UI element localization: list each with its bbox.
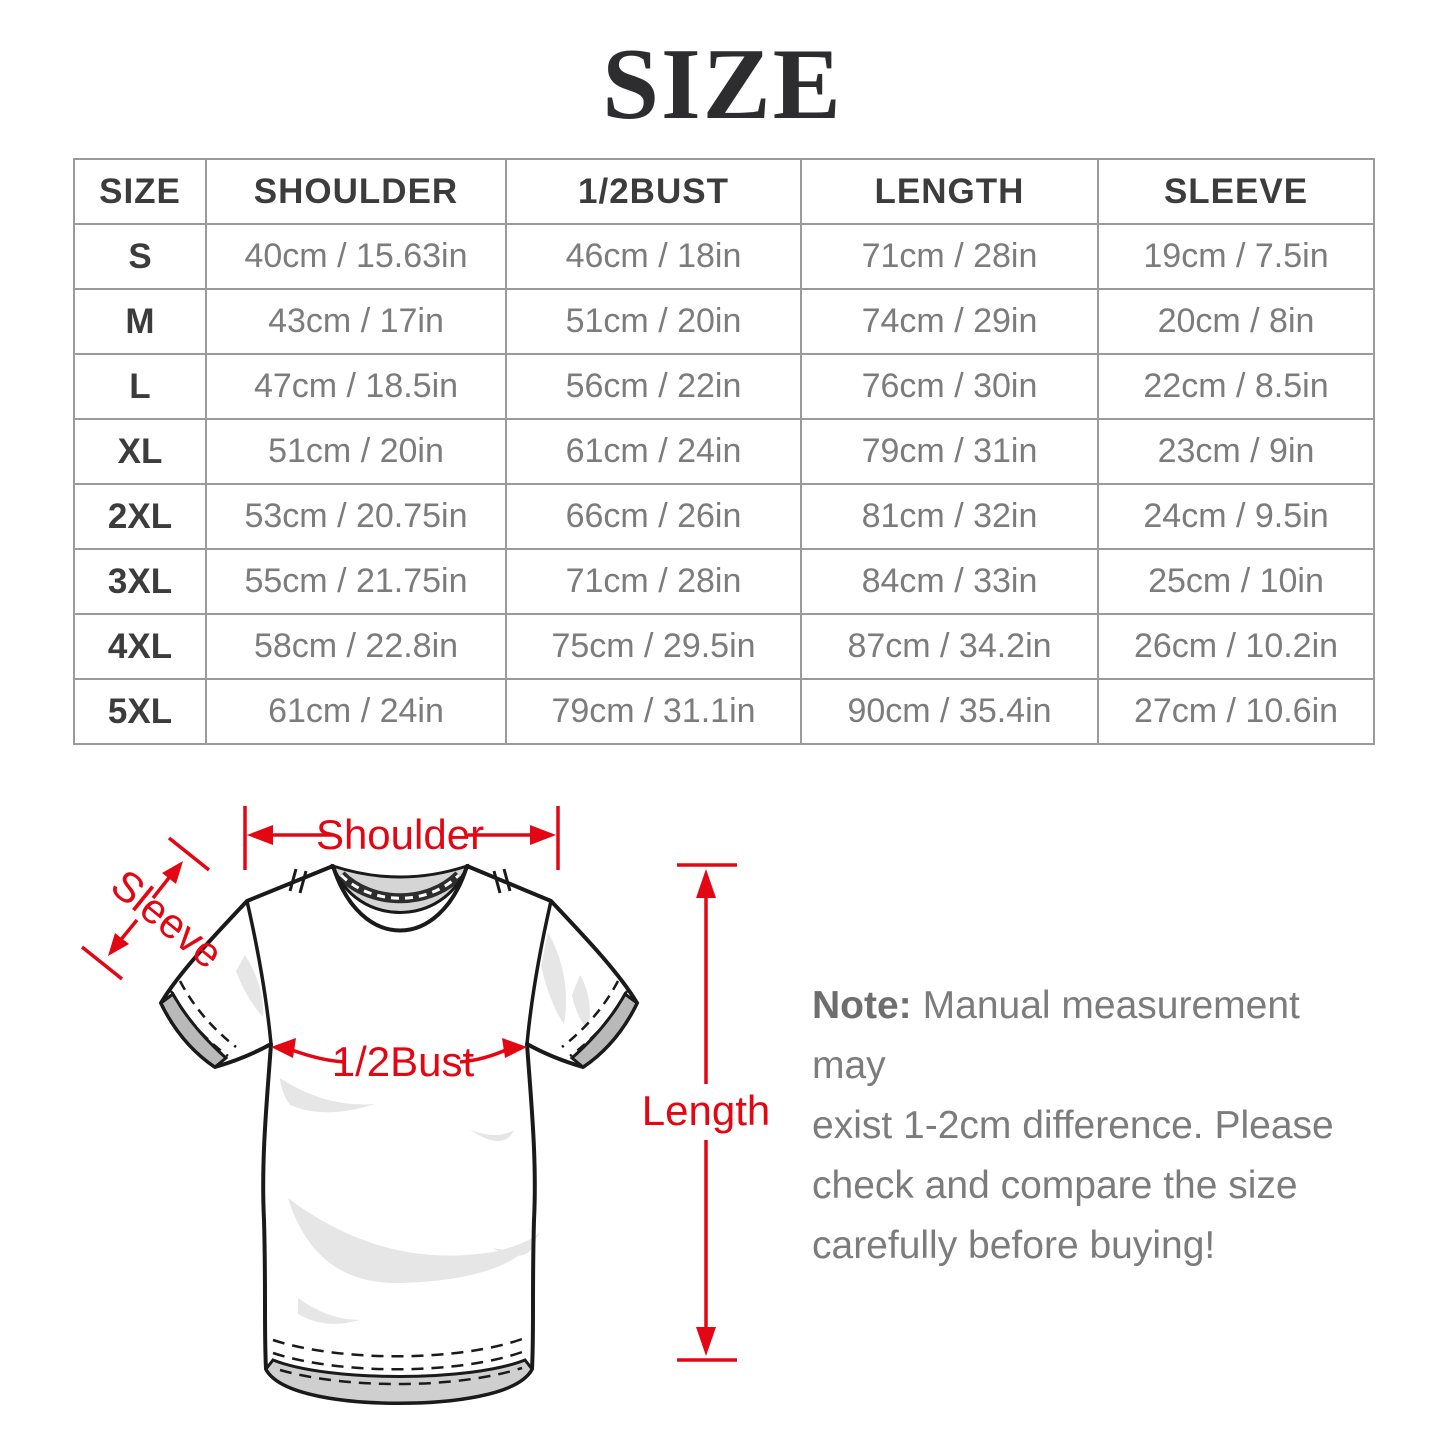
sleeve-value: 19cm / 7.5in [1097, 223, 1375, 290]
collar-trim-stitch [339, 873, 461, 900]
left-armhole-seam [245, 900, 273, 1045]
sleeve-tick-upper [167, 836, 211, 872]
sleeve-value: 22cm / 8.5in [1097, 353, 1375, 420]
table-row: 3XL 55cm / 21.75in 71cm / 28in 84cm / 33… [73, 548, 1375, 615]
note-line: Note: Manual measurement may [812, 976, 1337, 1096]
size-label: 2XL [73, 483, 207, 550]
size-label: 4XL [73, 613, 207, 680]
hem-stitching [272, 1336, 526, 1386]
shoulder-seam-marks [288, 868, 512, 894]
bust-value: 51cm / 20in [505, 288, 802, 355]
note-line: check and compare the size [812, 1164, 1298, 1207]
sleeve-measure [80, 836, 211, 981]
shoulder-value: 55cm / 21.75in [205, 548, 507, 615]
tshirt-outline [159, 864, 639, 1405]
sleeve-value: 25cm / 10in [1097, 548, 1375, 615]
wrinkle-shading [236, 932, 590, 1324]
table-header-row: SIZE SHOULDER 1/2BUST LENGTH SLEEVE [73, 158, 1375, 225]
bust-arrowhead-right [502, 1038, 527, 1058]
col-header-shoulder: SHOULDER [205, 158, 507, 225]
shoulder-value: 53cm / 20.75in [205, 483, 507, 550]
sleeve-value: 23cm / 9in [1097, 418, 1375, 485]
table-row: L 47cm / 18.5in 56cm / 22in 76cm / 30in … [73, 353, 1375, 420]
shoulder-value: 43cm / 17in [205, 288, 507, 355]
right-armhole-seam [525, 900, 553, 1045]
bust-arrowhead-left [271, 1038, 296, 1058]
bust-value: 56cm / 22in [505, 353, 802, 420]
shoulder-value: 47cm / 18.5in [205, 353, 507, 420]
length-value: 81cm / 32in [800, 483, 1099, 550]
length-value: 79cm / 31in [800, 418, 1099, 485]
bust-value: 79cm / 31.1in [505, 678, 802, 745]
length-value: 76cm / 30in [800, 353, 1099, 420]
bust-value: 66cm / 26in [505, 483, 802, 550]
bust-value: 46cm / 18in [505, 223, 802, 290]
shoulder-arrowhead-right [530, 825, 556, 845]
tshirt-measurement-diagram: Shoulder Sleeve 1/2Bust Leng [80, 806, 770, 1405]
collar [330, 863, 470, 932]
bust-measure [271, 1038, 527, 1064]
bust-value: 61cm / 24in [505, 418, 802, 485]
size-table: SIZE SHOULDER 1/2BUST LENGTH SLEEVE S 40… [73, 158, 1375, 745]
bust-value: 75cm / 29.5in [505, 613, 802, 680]
sleeve-arrow-line-lower [117, 918, 139, 944]
bust-arrow-line-left [291, 1048, 347, 1064]
sleeve-value: 24cm / 9.5in [1097, 483, 1375, 550]
hem-band [264, 1358, 534, 1405]
length-arrowhead-down [696, 1327, 716, 1356]
length-value: 74cm / 29in [800, 288, 1099, 355]
shoulder-value: 40cm / 15.63in [205, 223, 507, 290]
page-title: SIZE [602, 28, 843, 141]
size-label: M [73, 288, 207, 355]
note: Note: Manual measurement may exist 1-2cm … [812, 976, 1337, 1276]
table-row: M 43cm / 17in 51cm / 20in 74cm / 29in 20… [73, 288, 1375, 355]
sleeve-value: 27cm / 10.6in [1097, 678, 1375, 745]
shoulder-value: 51cm / 20in [205, 418, 507, 485]
cuff-stitching [169, 980, 629, 1058]
sleeve-value: 20cm / 8in [1097, 288, 1375, 355]
note-line: exist 1-2cm difference. Please [812, 1104, 1334, 1147]
shoulder-value: 58cm / 22.8in [205, 613, 507, 680]
note-line: carefully before buying! [812, 1224, 1216, 1267]
size-label: L [73, 353, 207, 420]
size-label: XL [73, 418, 207, 485]
length-value: 87cm / 34.2in [800, 613, 1099, 680]
table-row: XL 51cm / 20in 61cm / 24in 79cm / 31in 2… [73, 418, 1375, 485]
sleeve-arrowhead-lower [108, 933, 129, 956]
table-row: 2XL 53cm / 20.75in 66cm / 26in 81cm / 32… [73, 483, 1375, 550]
length-arrowhead-up [696, 869, 716, 898]
shoulder-measure [243, 806, 560, 870]
length-value: 84cm / 33in [800, 548, 1099, 615]
sleeve-tick-lower [80, 945, 124, 981]
table-row: 5XL 61cm / 24in 79cm / 31.1in 90cm / 35.… [73, 678, 1375, 745]
sleeve-arrowhead-upper [162, 861, 183, 884]
bust-label: 1/2Bust [332, 1038, 475, 1085]
length-value: 71cm / 28in [800, 223, 1099, 290]
length-label: Length [642, 1087, 770, 1134]
col-header-length: LENGTH [800, 158, 1099, 225]
bust-value: 71cm / 28in [505, 548, 802, 615]
table-row: S 40cm / 15.63in 46cm / 18in 71cm / 28in… [73, 223, 1375, 290]
size-label: 3XL [73, 548, 207, 615]
col-header-bust: 1/2BUST [505, 158, 802, 225]
table-row: 4XL 58cm / 22.8in 75cm / 29.5in 87cm / 3… [73, 613, 1375, 680]
note-label: Note: [812, 984, 912, 1027]
note-text: Manual measurement may [812, 984, 1300, 1087]
length-value: 90cm / 35.4in [800, 678, 1099, 745]
shoulder-arrowhead-left [247, 825, 273, 845]
length-measure [677, 863, 737, 1362]
size-label: 5XL [73, 678, 207, 745]
sleeve-value: 26cm / 10.2in [1097, 613, 1375, 680]
size-label: S [73, 223, 207, 290]
shoulder-label: Shoulder [316, 811, 484, 858]
shoulder-value: 61cm / 24in [205, 678, 507, 745]
col-header-sleeve: SLEEVE [1097, 158, 1375, 225]
col-header-size: SIZE [73, 158, 207, 225]
